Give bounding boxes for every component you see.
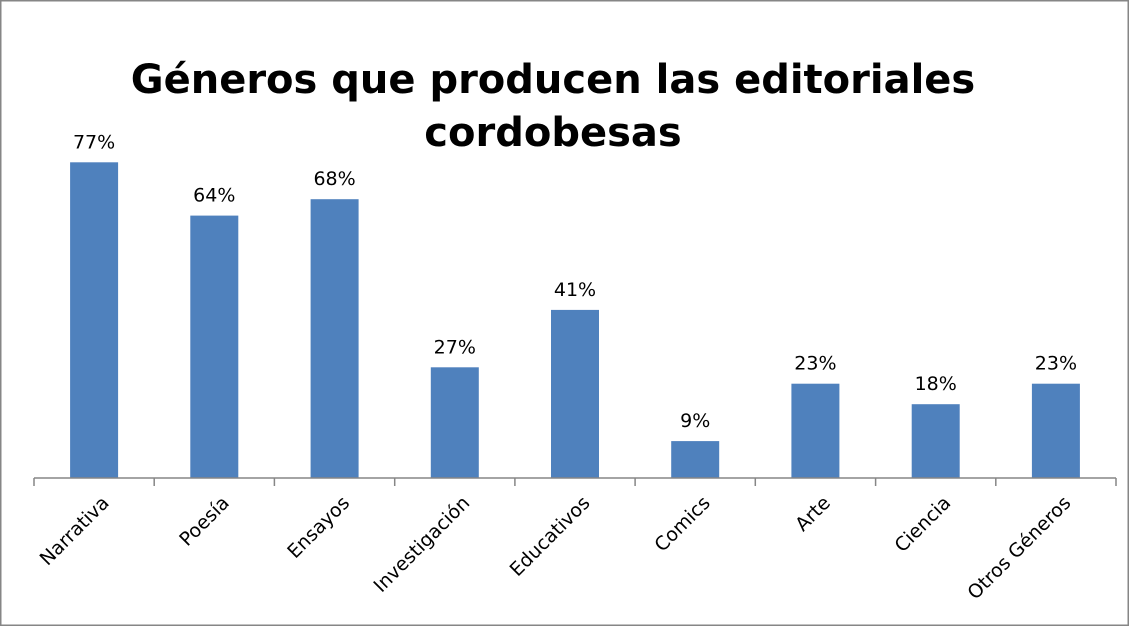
data-label-6: 23% xyxy=(794,353,836,375)
bar-2 xyxy=(310,199,359,478)
bar-1 xyxy=(190,215,239,478)
data-label-0: 77% xyxy=(73,131,115,153)
bar-3 xyxy=(430,367,479,478)
data-label-2: 68% xyxy=(313,168,355,190)
chart-title-line-1: Géneros que producen las editoriales xyxy=(131,57,975,103)
bar-7 xyxy=(911,404,960,478)
bar-6 xyxy=(791,383,840,478)
bar-0 xyxy=(70,162,119,479)
data-label-4: 41% xyxy=(554,279,596,301)
x-axis xyxy=(33,477,1117,486)
data-label-3: 27% xyxy=(434,336,476,358)
data-label-5: 9% xyxy=(680,410,710,432)
bar-4 xyxy=(551,309,599,478)
bars-layer xyxy=(70,162,1080,479)
data-label-7: 18% xyxy=(915,373,957,395)
data-label-8: 23% xyxy=(1035,353,1077,375)
data-labels-layer: 77% 64% 68% 27% 41% 9% 23% 18% 23% xyxy=(73,131,1077,432)
bar-8 xyxy=(1031,383,1080,478)
data-label-1: 64% xyxy=(193,185,235,207)
chart-title-line-2: cordobesas xyxy=(424,110,681,156)
bar-5 xyxy=(671,441,720,478)
